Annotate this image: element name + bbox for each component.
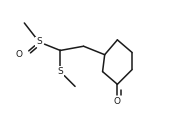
Text: O: O [114, 97, 121, 106]
Text: S: S [57, 67, 63, 76]
Text: S: S [36, 38, 42, 46]
Text: O: O [15, 50, 22, 59]
